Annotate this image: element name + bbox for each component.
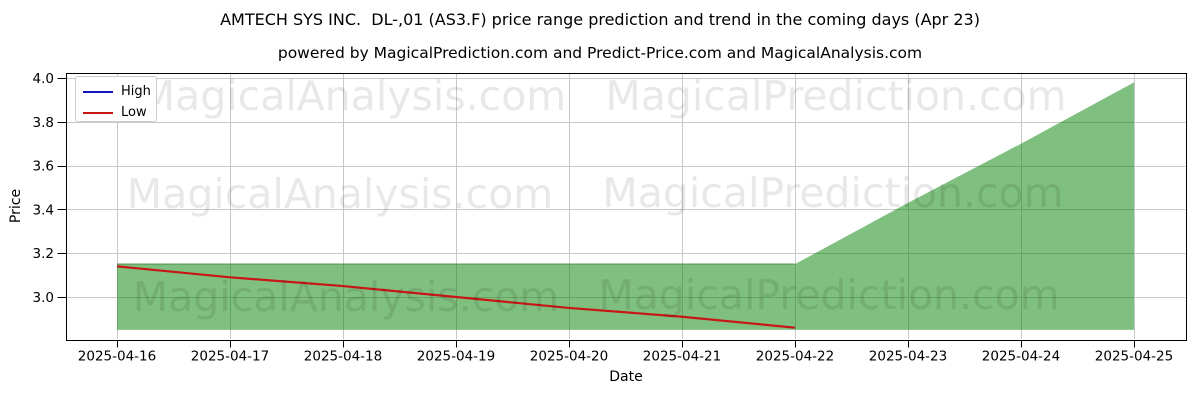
low-line [116, 265, 796, 329]
low-line-swatch [83, 111, 113, 114]
watermark-5: MagicalPrediction.com [598, 271, 1059, 319]
chart-title: AMTECH SYS INC. DL-,01 (AS3.F) price ran… [220, 10, 980, 29]
watermark-1: MagicalPrediction.com [605, 72, 1066, 120]
y-tick-label-3.2: 3.2 [33, 246, 54, 262]
y-tick-label-4.0: 4.0 [33, 71, 54, 87]
y-tick-label-3.4: 3.4 [33, 202, 54, 218]
legend-item-low: Low [83, 102, 156, 123]
watermark-2: MagicalAnalysis.com [127, 170, 554, 218]
x-tick-label-2025-04-19: 2025-04-19 [417, 349, 495, 365]
x-axis-label: Date [609, 369, 642, 385]
x-tick-label-2025-04-24: 2025-04-24 [982, 349, 1060, 365]
plot-frame [66, 73, 1187, 341]
x-tick-label-2025-04-22: 2025-04-22 [756, 349, 834, 365]
x-tick-label-2025-04-16: 2025-04-16 [78, 349, 156, 365]
y-axis-label: Price [8, 189, 24, 223]
x-tick-label-2025-04-25: 2025-04-25 [1095, 349, 1173, 365]
legend-item-high: High [83, 81, 156, 102]
high-line-swatch [83, 90, 113, 93]
x-tick-label-2025-04-18: 2025-04-18 [304, 349, 382, 365]
x-tick-label-2025-04-21: 2025-04-21 [643, 349, 721, 365]
x-tick-label-2025-04-17: 2025-04-17 [191, 349, 269, 365]
x-tick-label-2025-04-20: 2025-04-20 [530, 349, 608, 365]
legend-label-high: High [121, 84, 151, 99]
watermark-3: MagicalPrediction.com [602, 169, 1063, 217]
x-tick-label-2025-04-23: 2025-04-23 [869, 349, 947, 365]
watermark-4: MagicalAnalysis.com [133, 273, 560, 321]
prediction-band [117, 82, 1134, 330]
y-tick-label-3.8: 3.8 [33, 115, 54, 131]
chart-subtitle: powered by MagicalPrediction.com and Pre… [277, 44, 923, 62]
legend-label-low: Low [121, 105, 147, 120]
y-tick-label-3.6: 3.6 [33, 159, 54, 175]
y-tick-label-3.0: 3.0 [33, 290, 54, 306]
watermark-0: MagicalAnalysis.com [140, 72, 567, 120]
legend: High Low [75, 76, 157, 122]
